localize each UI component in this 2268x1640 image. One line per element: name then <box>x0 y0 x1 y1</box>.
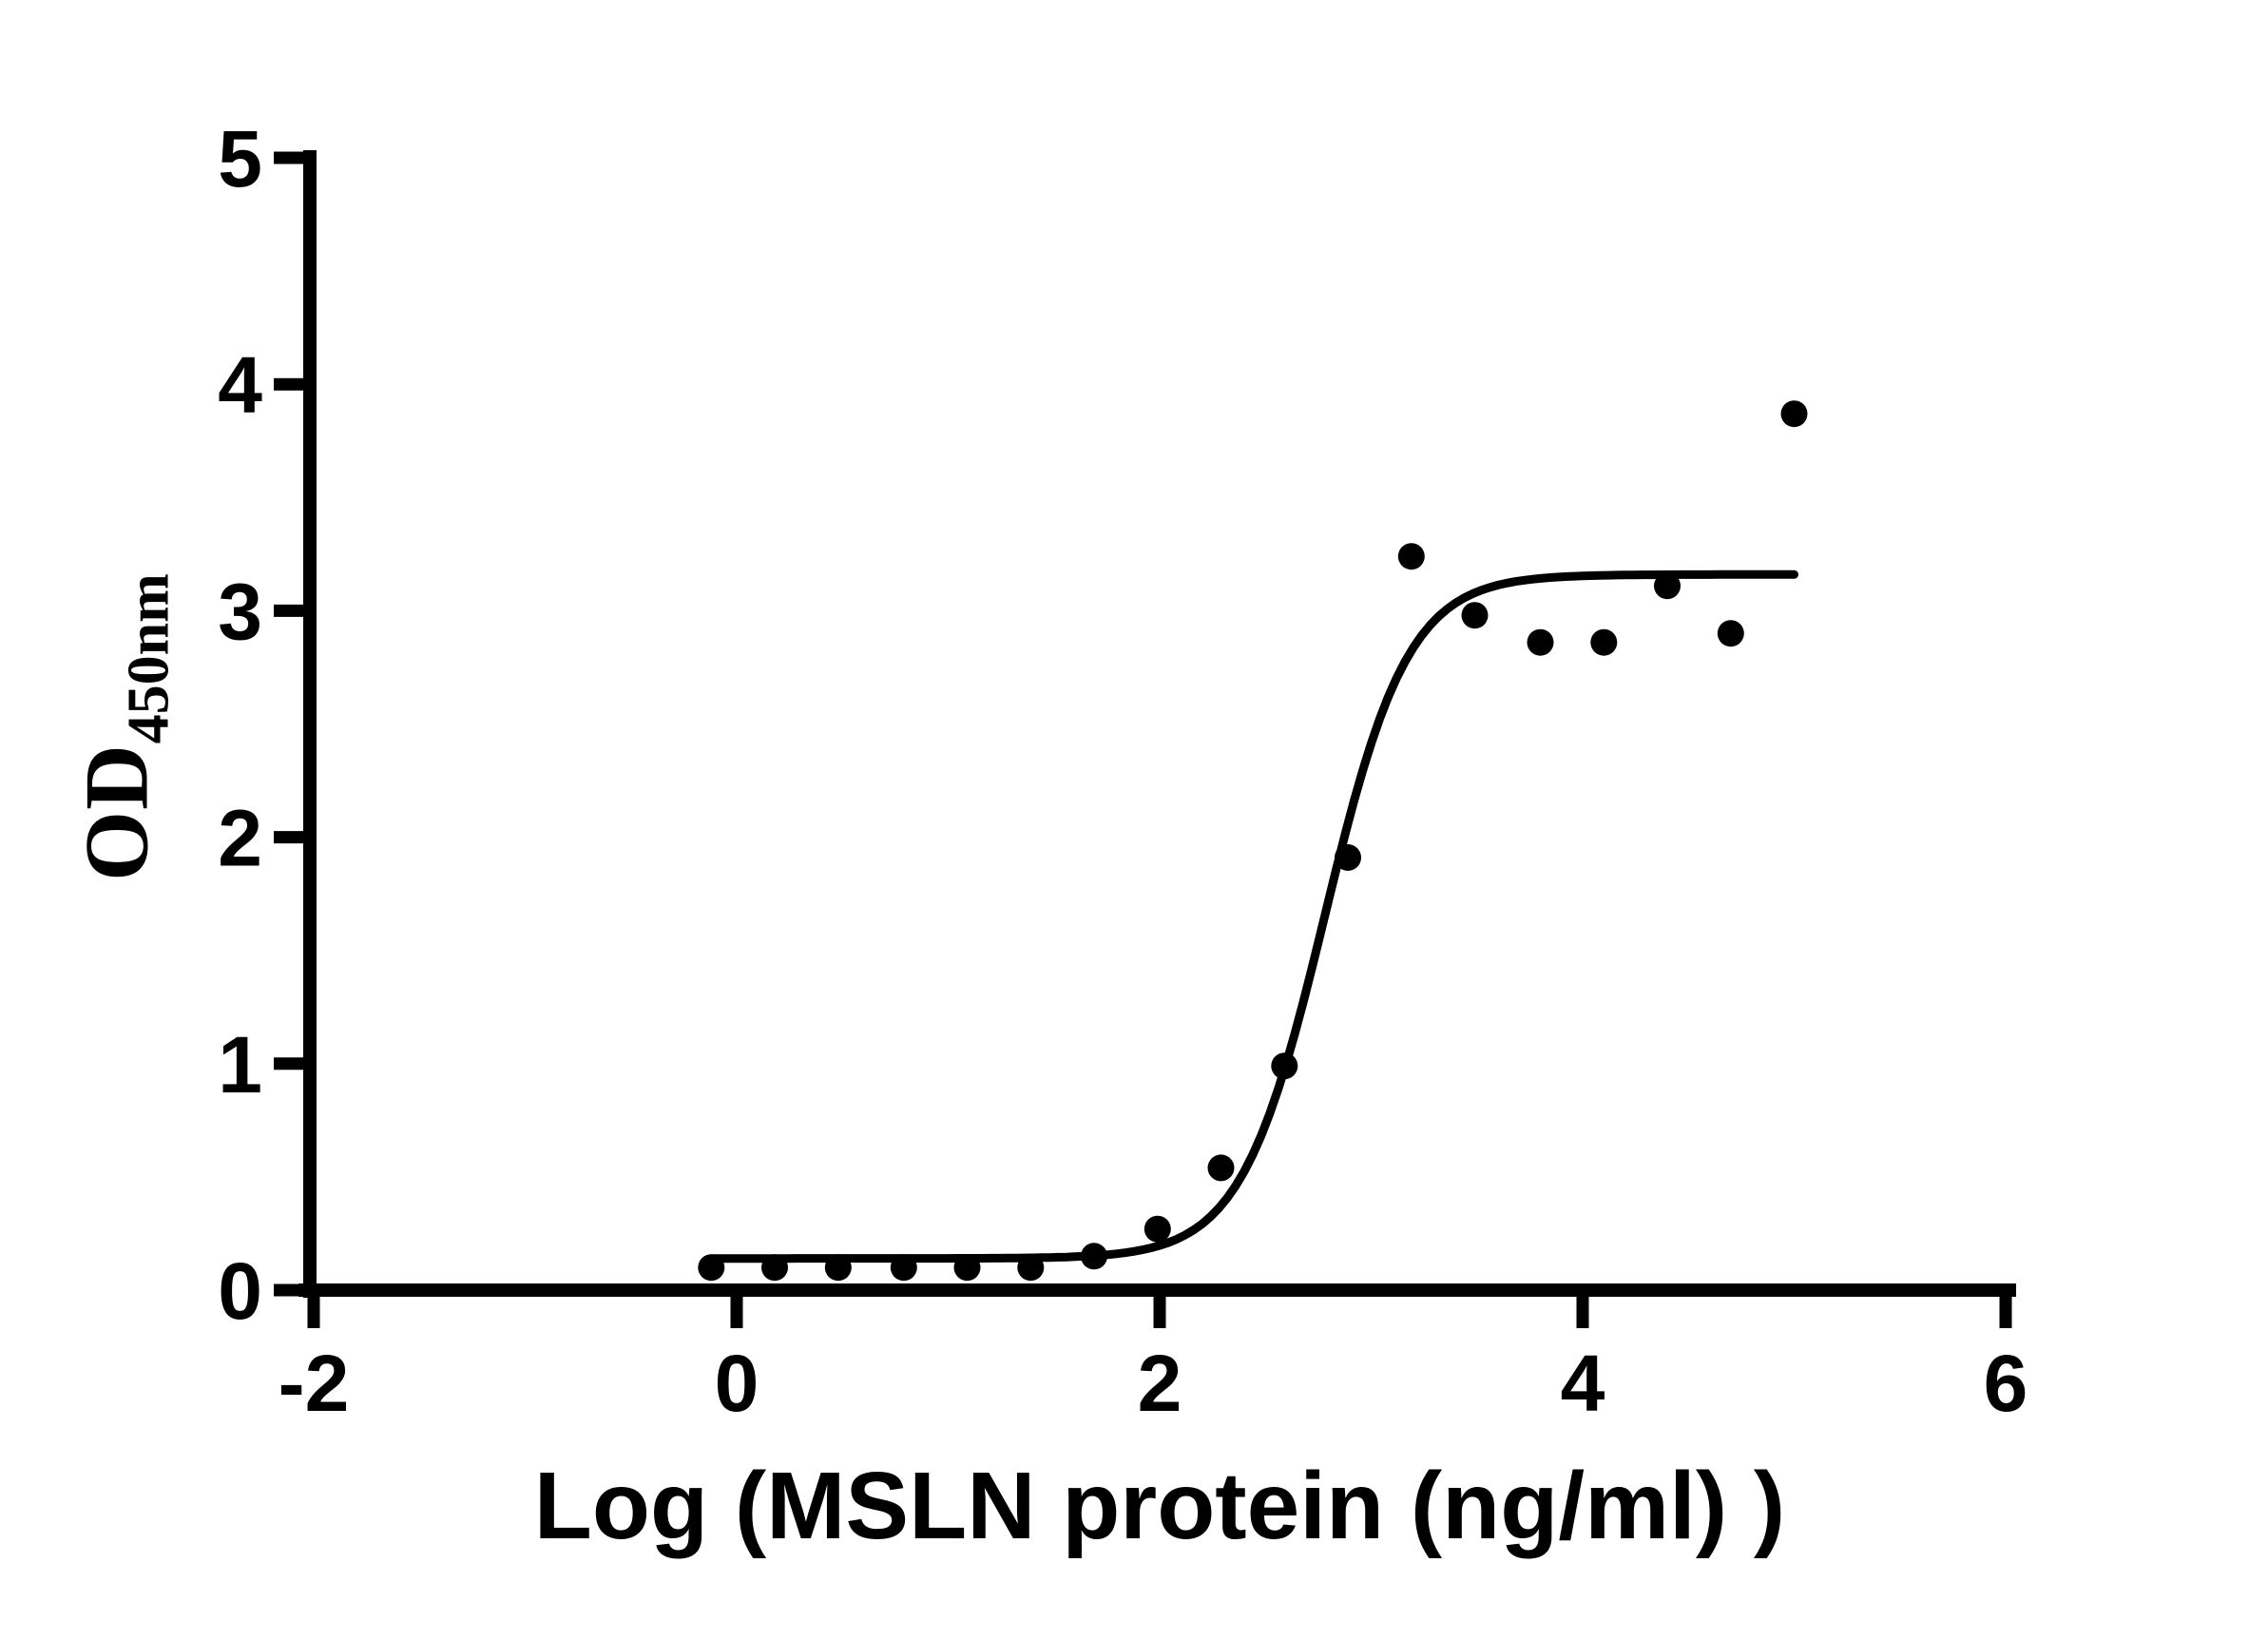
data-point <box>1017 1254 1045 1282</box>
data-point <box>1654 572 1681 600</box>
x-tick-label: -2 <box>279 1339 350 1428</box>
fit-curve <box>706 569 1798 1264</box>
y-axis-title-subscript: 450nm <box>116 573 182 744</box>
data-point <box>1081 1243 1107 1270</box>
x-tick-label: 0 <box>715 1339 759 1428</box>
data-point <box>1717 620 1744 647</box>
data-point <box>698 1254 725 1282</box>
data-point <box>890 1254 917 1282</box>
data-point <box>1780 400 1808 428</box>
y-tick-label: 1 <box>218 1020 262 1109</box>
y-axis-title-main: OD <box>66 743 167 881</box>
data-point <box>1207 1154 1235 1182</box>
data-point <box>761 1254 788 1282</box>
data-point <box>953 1254 981 1282</box>
y-axis-title: OD450nm <box>65 573 183 881</box>
x-tick-label: 2 <box>1138 1339 1182 1428</box>
data-point <box>1271 1052 1298 1080</box>
data-point <box>1590 628 1618 656</box>
x-tick-label: 6 <box>1984 1339 2028 1428</box>
y-tick-label: 5 <box>218 114 262 203</box>
x-axis-title: Log (MSLN protein (ng/ml) ) <box>533 1453 1786 1559</box>
data-point <box>1397 543 1425 570</box>
x-tick-label: 4 <box>1561 1339 1605 1428</box>
data-point <box>1144 1215 1171 1243</box>
data-point <box>1335 844 1361 871</box>
y-tick-label: 2 <box>218 794 262 883</box>
data-point <box>1527 628 1554 656</box>
data-point <box>1461 602 1489 629</box>
y-tick-label: 0 <box>218 1246 262 1336</box>
y-tick-label: 3 <box>218 567 262 656</box>
data-point <box>824 1254 852 1282</box>
y-tick-label: 4 <box>218 340 262 430</box>
